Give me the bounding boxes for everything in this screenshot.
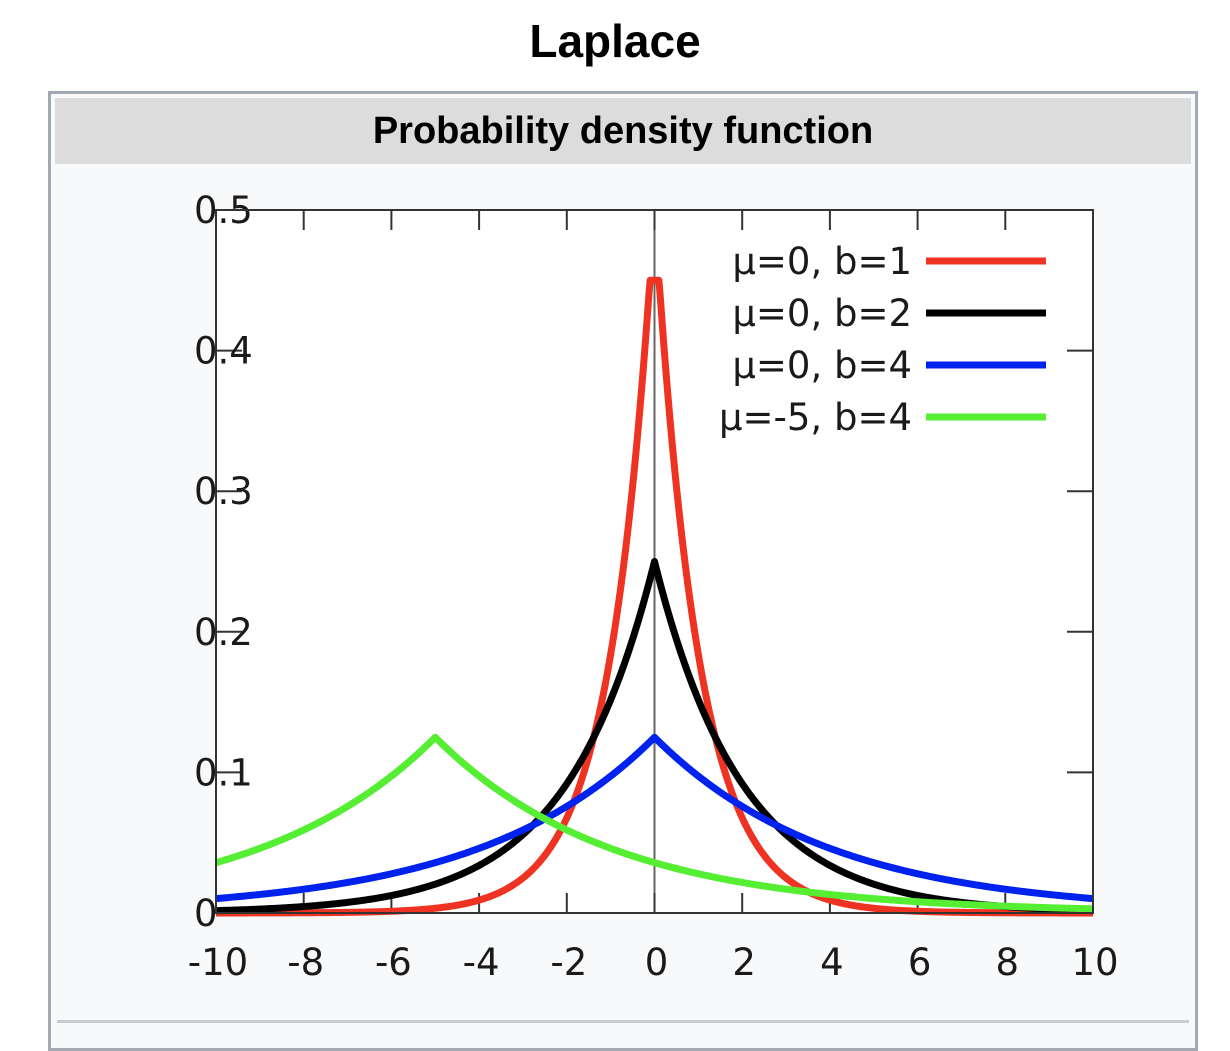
series-line-4 [213,733,1096,913]
page-title: Laplace [529,15,701,67]
x-tick-label: -10 [188,941,248,984]
y-tick-label: 0.1 [194,751,253,794]
series-line-3 [213,733,1096,903]
x-tick-label: 2 [732,941,756,984]
y-tick-label: 0.2 [194,611,253,654]
plot-frame [215,209,1094,914]
x-tick-label: 8 [996,941,1020,984]
x-tick-label: -2 [550,941,587,984]
x-tick-label: -8 [287,941,324,984]
x-tick-label: 4 [820,941,844,984]
legend-label: μ=0, b=1 [732,240,912,283]
x-tick-label: 0 [645,941,669,984]
x-tick-label: 6 [908,941,932,984]
infobox-divider [57,1020,1189,1023]
x-tick-label: -6 [375,941,412,984]
y-tick-label: 0.4 [194,330,253,373]
y-tick-label: 0 [194,892,218,935]
legend-label: μ=0, b=4 [732,344,912,387]
legend-label: μ=-5, b=4 [719,396,912,439]
legend-label: μ=0, b=2 [732,292,912,335]
infobox-header: Probability density function [55,98,1191,164]
y-tick-label: 0.3 [194,470,253,513]
x-tick-label: -4 [463,941,500,984]
x-tick-label: 10 [1071,941,1118,984]
